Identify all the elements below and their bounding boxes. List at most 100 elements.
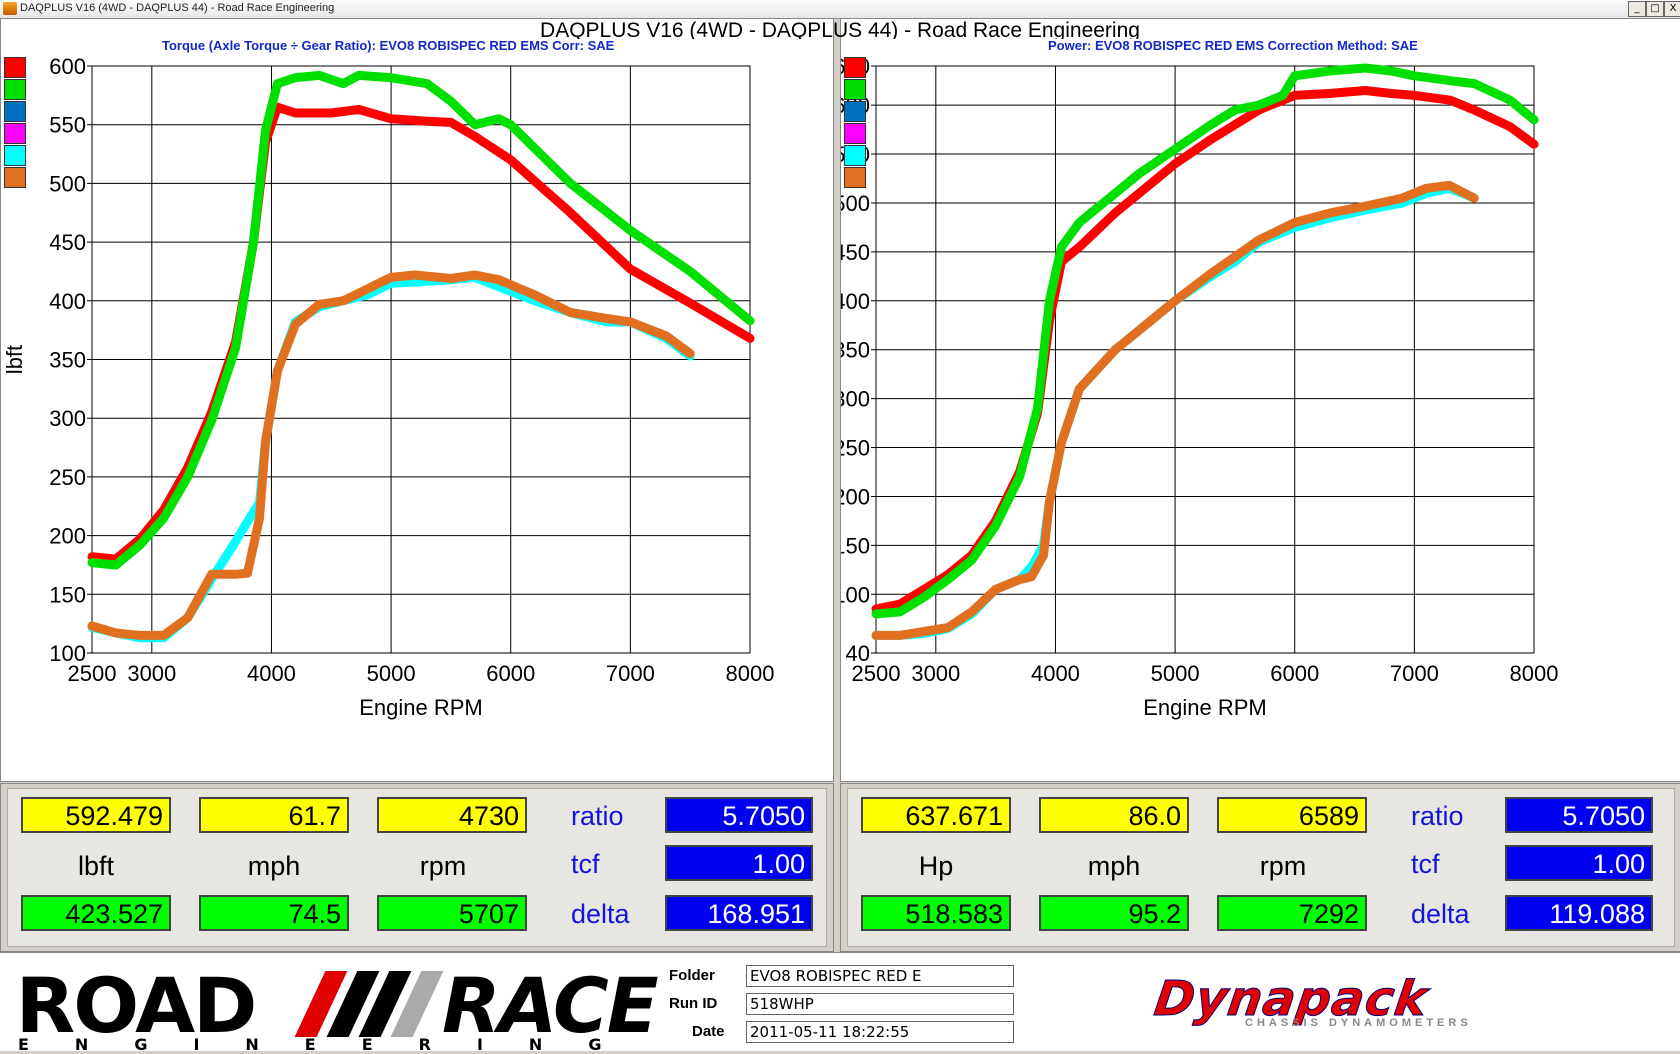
ratio-value: 5.7050	[1505, 797, 1653, 833]
x-axis-label: Engine RPM	[359, 695, 483, 720]
road-race-engineering-logo: ROAD RACE ENGINEERING	[12, 961, 662, 1054]
x-tick-label: 3000	[127, 661, 176, 686]
tcf-value: 1.00	[665, 845, 813, 881]
torque-unit-label: lbft	[77, 851, 115, 881]
ratio-label: ratio	[1411, 801, 1464, 831]
x-tick-label: 7000	[1390, 661, 1439, 686]
torque-subtitle: Torque (Axle Torque ÷ Gear Ratio): EVO8 …	[162, 38, 615, 53]
legend-swatch-right-4[interactable]	[844, 145, 866, 166]
legend-swatch-right-0[interactable]	[844, 57, 866, 78]
y-tick-label: 450	[49, 230, 86, 255]
delta-label: delta	[571, 899, 630, 929]
window-titlebar: DAQPLUS V16 (4WD - DAQPLUS 44) - Road Ra…	[0, 0, 1680, 19]
maximize-button[interactable]: □	[1646, 1, 1664, 17]
logo-race-text: RACE	[442, 961, 659, 1050]
runid-label: Run ID	[669, 995, 718, 1012]
cursor1-torque-value: 592.479	[21, 797, 171, 833]
torque-chart-panel: 2500 3000 4000 5000 6000 7000 8000 100 150 200 250…	[0, 18, 834, 782]
tcf-label: tcf	[571, 849, 600, 879]
y-tick-label: 550	[49, 113, 86, 138]
y-tick-label: 250	[841, 436, 870, 461]
delta-value: 119.088	[1505, 895, 1653, 931]
power-subtitle: Power: EVO8 ROBISPEC RED EMS Correction …	[1048, 38, 1418, 53]
folder-field[interactable]: EVO8 ROBISPEC RED E	[746, 965, 1014, 987]
y-tick-label: 400	[841, 289, 870, 314]
y-tick-label: 350	[841, 338, 870, 363]
cursor1-speed-value: 86.0	[1039, 797, 1189, 833]
minimize-button[interactable]: _	[1628, 1, 1646, 17]
main-title: DAQPLUS V16 (4WD - DAQPLUS 44) - Road Ra…	[540, 19, 1140, 39]
y-tick-label: 200	[841, 484, 870, 509]
y-tick-label: 250	[49, 465, 86, 490]
y-tick-label: 150	[841, 533, 870, 558]
delta-label: delta	[1411, 899, 1470, 929]
x-tick-label: 2500	[68, 661, 117, 686]
x-tick-label: 2500	[852, 661, 901, 686]
dynapack-logo-subtext: CHASSIS DYNAMOMETERS	[1245, 1017, 1472, 1029]
power-readout-panel: 637.671 86.0 6589 Hp mph rpm 518.583 95.…	[840, 783, 1680, 952]
cursor2-rpm-value: 5707	[377, 895, 527, 931]
legend-swatch-right-3[interactable]	[844, 123, 866, 144]
legend-swatch-left-1[interactable]	[4, 79, 26, 100]
dynapack-logo: Dynapack CHASSIS DYNAMOMETERS	[1151, 971, 1545, 1035]
y-tick-label: 450	[841, 240, 870, 265]
series-line-1	[87, 70, 755, 570]
folder-label: Folder	[669, 967, 715, 984]
series-line-1	[871, 63, 1539, 619]
series-line-3	[871, 180, 1479, 640]
window-title: DAQPLUS V16 (4WD - DAQPLUS 44) - Road Ra…	[20, 2, 335, 14]
x-tick-label: 5000	[1151, 661, 1200, 686]
legend-swatch-right-2[interactable]	[844, 101, 866, 122]
x-tick-label: 4000	[247, 661, 296, 686]
y-tick-label: 600	[49, 54, 86, 79]
y-tick-label: 150	[49, 582, 86, 607]
y-tick-label: 300	[841, 387, 870, 412]
y-axis-label: lbft	[2, 345, 27, 374]
y-tick-label: 300	[49, 406, 86, 431]
legend-swatch-left-3[interactable]	[4, 123, 26, 144]
torque-chart: 2500 3000 4000 5000 6000 7000 8000 100 150 200 250…	[2, 54, 775, 720]
cursor2-power-value: 518.583	[861, 895, 1011, 931]
speed-unit-label: mph	[1087, 851, 1141, 881]
y-tick-label: 400	[49, 289, 86, 314]
app-icon	[3, 2, 17, 15]
y-tick-label: 100	[841, 582, 870, 607]
logo-engineering-text: ENGINEERING	[18, 1035, 648, 1054]
legend-swatch-left-4[interactable]	[4, 145, 26, 166]
legend-swatch-right-5[interactable]	[844, 167, 866, 188]
torque-readout-panel: 592.479 61.7 4730 lbft mph rpm 423.527 7…	[0, 783, 834, 952]
date-label: Date	[692, 1023, 725, 1040]
x-axis-label: Engine RPM	[1143, 695, 1267, 720]
close-button[interactable]: X	[1664, 1, 1680, 17]
x-tick-label: 5000	[367, 661, 416, 686]
x-tick-label: 6000	[486, 661, 535, 686]
x-tick-label: 8000	[1510, 661, 1559, 686]
cursor2-speed-value: 74.5	[199, 895, 349, 931]
date-field[interactable]: 2011-05-11 18:22:55	[746, 1021, 1014, 1043]
y-tick-label: 500	[841, 191, 870, 216]
legend-swatch-left-0[interactable]	[4, 57, 26, 78]
rpm-unit-label: rpm	[419, 851, 467, 881]
legend-swatch-left-2[interactable]	[4, 101, 26, 122]
power-chart-panel: 2500 3000 4000 5000 6000 7000 8000 40 100 150 200 2…	[840, 18, 1680, 782]
x-tick-label: 7000	[606, 661, 655, 686]
cursor1-rpm-value: 6589	[1217, 797, 1367, 833]
series-line-3	[87, 270, 695, 640]
power-unit-label: Hp	[918, 851, 954, 881]
x-tick-label: 4000	[1031, 661, 1080, 686]
plot-frame	[91, 65, 751, 654]
plot-frame	[875, 65, 1535, 654]
cursor1-power-value: 637.671	[861, 797, 1011, 833]
y-tick-label: 350	[49, 348, 86, 373]
ratio-value: 5.7050	[665, 797, 813, 833]
y-tick-label: 200	[49, 524, 86, 549]
legend-swatch-right-1[interactable]	[844, 79, 866, 100]
x-tick-label: 3000	[911, 661, 960, 686]
legend-swatch-left-5[interactable]	[4, 167, 26, 188]
x-tick-label: 8000	[726, 661, 775, 686]
runid-field[interactable]: 518WHP	[746, 993, 1014, 1015]
delta-value: 168.951	[665, 895, 813, 931]
cursor1-speed-value: 61.7	[199, 797, 349, 833]
y-tick-label: 40	[846, 641, 870, 666]
cursor2-rpm-value: 7292	[1217, 895, 1367, 931]
